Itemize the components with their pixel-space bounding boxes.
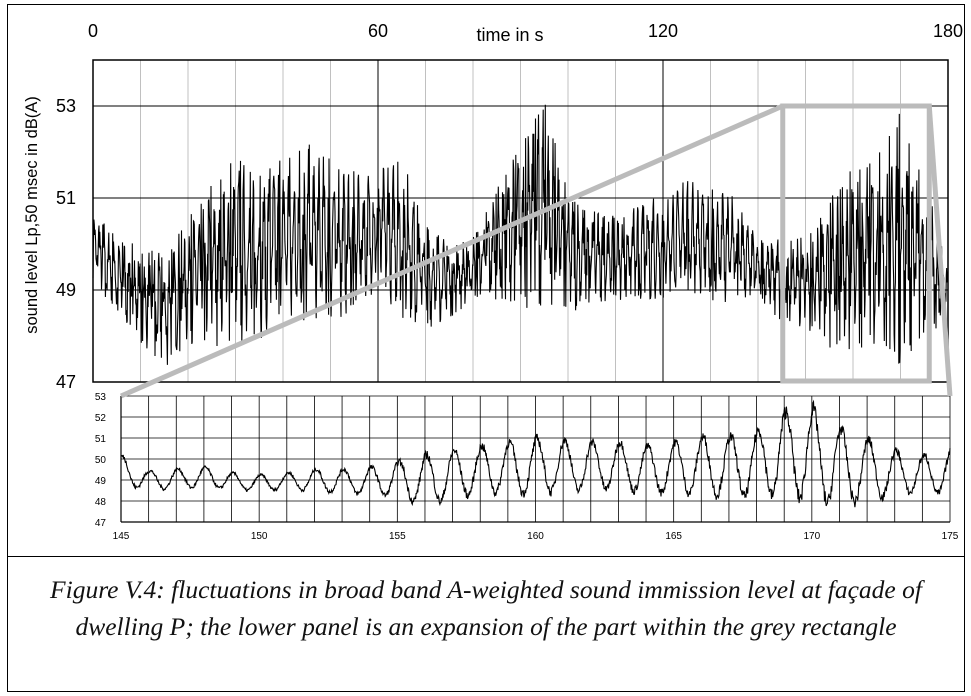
upper-y-tick-label: 53	[56, 96, 76, 116]
lower-x-tick-label: 155	[389, 531, 406, 542]
lower-x-tick-label: 160	[527, 531, 544, 542]
lower-x-tick-label: 165	[665, 531, 682, 542]
upper-panel-series	[92, 104, 949, 365]
upper-x-axis-label: time in s	[476, 25, 543, 45]
upper-x-tick-label: 0	[88, 21, 98, 41]
caption-box: Figure V.4: fluctuations in broad band A…	[7, 556, 965, 692]
upper-x-tick-label: 60	[368, 21, 388, 41]
lower-y-tick-label: 49	[95, 476, 107, 487]
lower-y-tick-label: 51	[95, 434, 107, 445]
figure-canvas: 0 60 120 180 47 49 51 53 time in s sound level …	[23, 21, 963, 542]
lower-y-tick-label: 48	[95, 497, 107, 508]
lower-y-tick-label: 53	[95, 392, 107, 403]
zoom-connector-left	[119, 103, 784, 399]
upper-x-tick-label: 180	[933, 21, 963, 41]
lower-panel-axes: 47 48 49 50 51 52 53 145 150 155 160 165 170 175	[95, 392, 959, 542]
lower-x-tick-label: 170	[803, 531, 820, 542]
lower-x-tick-label: 150	[251, 531, 268, 542]
lower-series-line	[120, 399, 951, 508]
figure-frame	[7, 4, 965, 692]
lower-x-tick-label: 145	[113, 531, 130, 542]
upper-plot-border	[92, 59, 949, 383]
zoom-highlight	[119, 103, 953, 399]
upper-y-axis-label: sound level Lp,50 msec in dB(A)	[23, 96, 41, 334]
upper-y-tick-label: 49	[56, 280, 76, 300]
upper-panel-axes: 0 60 120 180 47 49 51 53	[56, 21, 963, 392]
zoom-connector-right	[926, 105, 953, 397]
lower-x-tick-label: 175	[942, 531, 959, 542]
highlight-rectangle	[780, 103, 932, 384]
upper-series-line	[92, 104, 949, 365]
upper-y-tick-label: 51	[56, 188, 76, 208]
lower-y-tick-label: 52	[95, 413, 107, 424]
lower-y-tick-label: 50	[95, 455, 107, 466]
lower-y-tick-label: 47	[95, 518, 107, 529]
lower-panel-series	[120, 399, 951, 508]
upper-x-tick-label: 120	[648, 21, 678, 41]
upper-y-tick-label: 47	[56, 372, 76, 392]
figure-caption: Figure V.4: fluctuations in broad band A…	[50, 575, 922, 641]
